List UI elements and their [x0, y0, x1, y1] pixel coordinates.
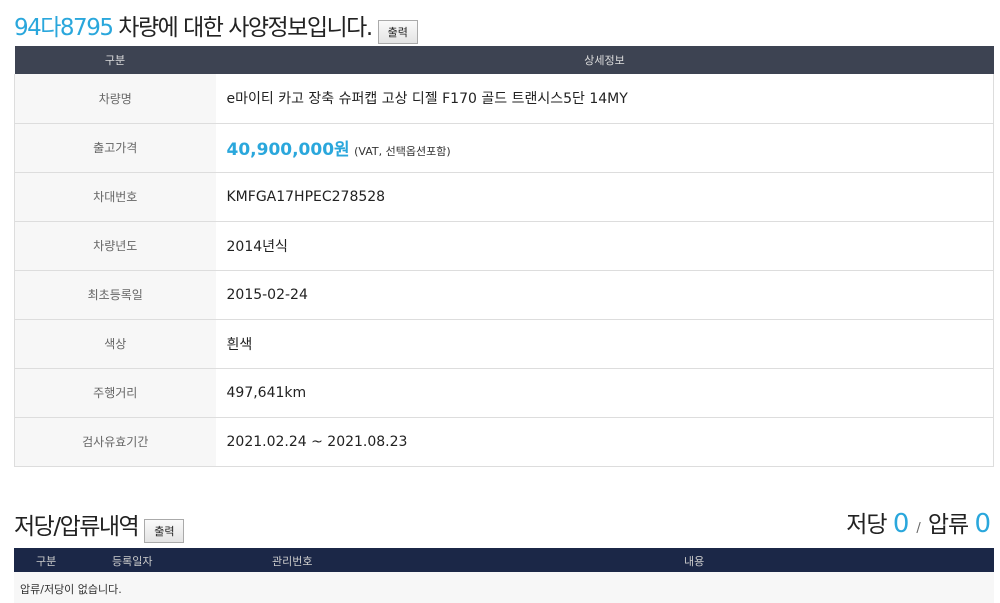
table-row: 검사유효기간 2021.02.24 ~ 2021.08.23 — [14, 417, 994, 467]
column-header: 등록일자 — [112, 555, 153, 568]
table-row: 차량년도 2014년식 — [14, 221, 994, 271]
column-header: 구분 — [14, 46, 216, 74]
registration-date-value: 2015-02-24 — [215, 270, 994, 320]
table-row: 색상 흰색 — [14, 319, 994, 369]
column-header: 내용 — [684, 555, 705, 568]
row-label: 주행거리 — [14, 368, 216, 418]
vin-value: KMFGA17HPEC278528 — [215, 172, 994, 222]
row-label: 색상 — [14, 319, 216, 369]
vehicle-name: e마이티 카고 장축 슈퍼캡 고상 디젤 F170 골드 트랜시스5단 14MY — [215, 74, 994, 124]
plate-number: 94다8795 — [14, 15, 114, 41]
table-row: 최초등록일 2015-02-24 — [14, 270, 994, 320]
seizure-count: 0 — [974, 509, 991, 539]
page-title: 94다8795 차량에 대한 사양정보입니다. 출력 — [14, 8, 418, 44]
row-label: 차량년도 — [14, 221, 216, 271]
row-label: 차대번호 — [14, 172, 216, 222]
print-button[interactable]: 출력 — [377, 19, 418, 44]
table-row: 차량명 e마이티 카고 장축 슈퍼캡 고상 디젤 F170 골드 트랜시스5단 1… — [14, 74, 994, 124]
lien-table-header: 구분 등록일자 관리번호 내용 — [14, 548, 994, 572]
row-label: 차량명 — [14, 74, 216, 124]
table-row: 출고가격 40,900,000원 (VAT, 선택옵션포함) — [14, 123, 994, 173]
table-row: 차대번호 KMFGA17HPEC278528 — [14, 172, 994, 222]
color-value: 흰색 — [215, 319, 994, 369]
mileage-value: 497,641km — [215, 368, 994, 418]
price-note: (VAT, 선택옵션포함) — [354, 145, 451, 158]
table-row: 주행거리 497,641km — [14, 368, 994, 418]
mortgage-label: 저당 — [846, 512, 887, 538]
row-label: 최초등록일 — [14, 270, 216, 320]
lien-title-text: 저당/압류내역 — [14, 514, 140, 540]
separator: / — [916, 521, 921, 536]
empty-message: 압류/저당이 없습니다. — [14, 572, 994, 603]
inspection-period-value: 2021.02.24 ~ 2021.08.23 — [215, 417, 994, 467]
column-header: 상세정보 — [215, 46, 994, 74]
lien-title: 저당/압류내역 출력 — [14, 507, 185, 543]
mortgage-count: 0 — [892, 509, 910, 539]
title-text: 차량에 대한 사양정보입니다. — [112, 15, 373, 41]
year-value: 2014년식 — [215, 221, 994, 271]
spec-table: 구분 상세정보 차량명 e마이티 카고 장축 슈퍼캡 고상 디젤 F170 골드 트… — [14, 46, 994, 467]
lien-counts: 저당 0 / 압류 0 — [846, 505, 991, 539]
row-label: 출고가격 — [14, 123, 216, 173]
row-label: 검사유효기간 — [14, 417, 216, 467]
seizure-label: 압류 — [927, 512, 969, 538]
lien-print-button[interactable]: 출력 — [144, 518, 185, 543]
column-header: 구분 — [36, 555, 57, 568]
column-header: 관리번호 — [272, 555, 313, 568]
price-value: 40,900,000원 — [226, 140, 350, 160]
